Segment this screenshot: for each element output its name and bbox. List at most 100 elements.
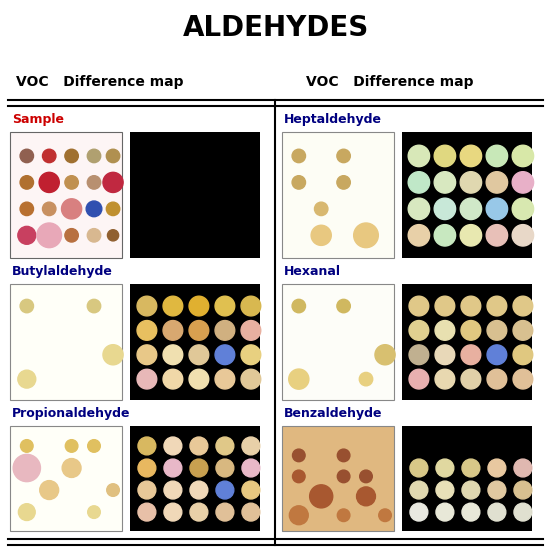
- Circle shape: [189, 369, 209, 389]
- Circle shape: [20, 440, 33, 452]
- Circle shape: [512, 145, 533, 166]
- Text: VOC   Difference map: VOC Difference map: [306, 75, 474, 89]
- Circle shape: [462, 459, 480, 477]
- Circle shape: [289, 506, 308, 525]
- Circle shape: [435, 369, 455, 389]
- Circle shape: [18, 226, 36, 244]
- Circle shape: [190, 459, 208, 477]
- Circle shape: [487, 345, 507, 364]
- Circle shape: [356, 487, 375, 506]
- Circle shape: [137, 345, 157, 364]
- Circle shape: [107, 229, 118, 241]
- Circle shape: [409, 296, 429, 316]
- Circle shape: [88, 506, 100, 518]
- Circle shape: [461, 296, 481, 316]
- Circle shape: [103, 345, 123, 365]
- Circle shape: [512, 225, 533, 246]
- Circle shape: [106, 149, 120, 163]
- Circle shape: [337, 149, 350, 163]
- Circle shape: [164, 459, 182, 477]
- Circle shape: [487, 321, 507, 340]
- Circle shape: [408, 171, 430, 193]
- Bar: [402, 284, 532, 400]
- Circle shape: [486, 171, 507, 193]
- Circle shape: [337, 449, 350, 462]
- Circle shape: [164, 481, 182, 499]
- Bar: [10, 426, 122, 531]
- Circle shape: [18, 504, 35, 520]
- Circle shape: [242, 481, 260, 499]
- Circle shape: [62, 199, 82, 219]
- Circle shape: [310, 485, 333, 508]
- Circle shape: [311, 225, 331, 246]
- Circle shape: [434, 225, 456, 246]
- Circle shape: [462, 481, 480, 499]
- Circle shape: [242, 503, 260, 521]
- Circle shape: [408, 198, 430, 220]
- Circle shape: [436, 481, 454, 499]
- Circle shape: [292, 299, 305, 313]
- Circle shape: [460, 171, 482, 193]
- Circle shape: [163, 321, 183, 340]
- Circle shape: [66, 440, 78, 452]
- Circle shape: [106, 202, 120, 216]
- Circle shape: [87, 228, 101, 242]
- Circle shape: [410, 481, 428, 499]
- Circle shape: [163, 345, 183, 364]
- Text: ALDEHYDES: ALDEHYDES: [182, 14, 369, 42]
- Text: Sample: Sample: [12, 113, 64, 126]
- Circle shape: [42, 149, 56, 163]
- Circle shape: [461, 321, 481, 340]
- Bar: [282, 132, 394, 258]
- Circle shape: [189, 296, 209, 316]
- Text: Heptaldehyde: Heptaldehyde: [284, 113, 382, 126]
- Circle shape: [65, 228, 78, 242]
- Text: Hexanal: Hexanal: [284, 265, 341, 278]
- Circle shape: [337, 470, 350, 483]
- Circle shape: [408, 145, 430, 166]
- Circle shape: [434, 145, 456, 166]
- Circle shape: [37, 223, 62, 248]
- Circle shape: [293, 470, 305, 483]
- Circle shape: [18, 370, 36, 388]
- Circle shape: [488, 459, 506, 477]
- Circle shape: [435, 296, 455, 316]
- Circle shape: [337, 509, 350, 521]
- Circle shape: [487, 369, 507, 389]
- Circle shape: [190, 481, 208, 499]
- Bar: [402, 132, 532, 258]
- Circle shape: [462, 503, 480, 521]
- Circle shape: [138, 459, 156, 477]
- Circle shape: [189, 321, 209, 340]
- Circle shape: [241, 369, 261, 389]
- Circle shape: [460, 225, 482, 246]
- Circle shape: [42, 202, 56, 216]
- Circle shape: [460, 145, 482, 166]
- Circle shape: [410, 503, 428, 521]
- Circle shape: [292, 176, 305, 189]
- Circle shape: [514, 481, 532, 499]
- Circle shape: [354, 223, 379, 248]
- Text: Propionaldehyde: Propionaldehyde: [12, 407, 131, 420]
- Circle shape: [13, 455, 40, 482]
- Bar: [130, 426, 260, 531]
- Circle shape: [513, 321, 533, 340]
- Circle shape: [512, 198, 533, 220]
- Circle shape: [379, 509, 391, 521]
- Circle shape: [408, 225, 430, 246]
- Circle shape: [62, 458, 81, 477]
- Circle shape: [164, 503, 182, 521]
- Circle shape: [486, 225, 507, 246]
- Circle shape: [241, 296, 261, 316]
- Circle shape: [409, 345, 429, 364]
- Circle shape: [190, 503, 208, 521]
- Circle shape: [488, 481, 506, 499]
- Circle shape: [20, 149, 34, 163]
- Circle shape: [242, 437, 260, 455]
- Text: VOC   Difference map: VOC Difference map: [16, 75, 183, 89]
- Circle shape: [513, 345, 533, 364]
- Circle shape: [487, 296, 507, 316]
- Circle shape: [410, 459, 428, 477]
- Circle shape: [512, 171, 533, 193]
- Circle shape: [138, 481, 156, 499]
